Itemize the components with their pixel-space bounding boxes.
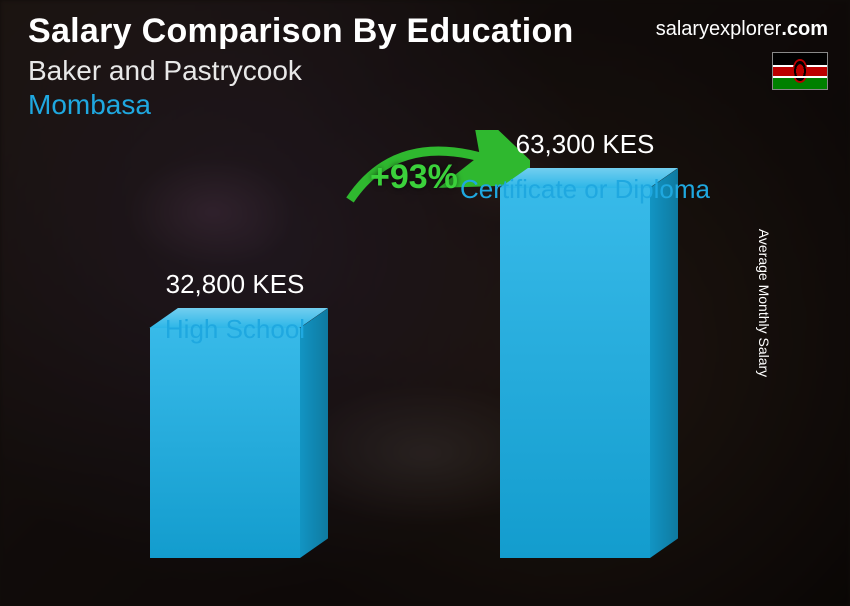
bar-3d-shape: [500, 168, 678, 558]
bar-side-face: [300, 308, 328, 558]
bar-label: High School: [80, 314, 390, 345]
bar-high-school: 32,800 KES High School: [150, 308, 328, 558]
content-layer: Salary Comparison By Education Baker and…: [0, 0, 850, 606]
bar-side-face: [650, 168, 678, 558]
bar-value: 63,300 KES: [490, 129, 680, 160]
bar-3d-shape: [150, 308, 328, 558]
bar-certificate-diploma: 63,300 KES Certificate or Diploma: [500, 168, 678, 558]
bar-chart: 32,800 KES High School 63,300 KES Certif…: [0, 0, 850, 606]
bar-value: 32,800 KES: [140, 269, 330, 300]
bar-front-face: [500, 188, 650, 558]
bar-label: Certificate or Diploma: [430, 174, 740, 205]
bar-front-face: [150, 328, 300, 558]
